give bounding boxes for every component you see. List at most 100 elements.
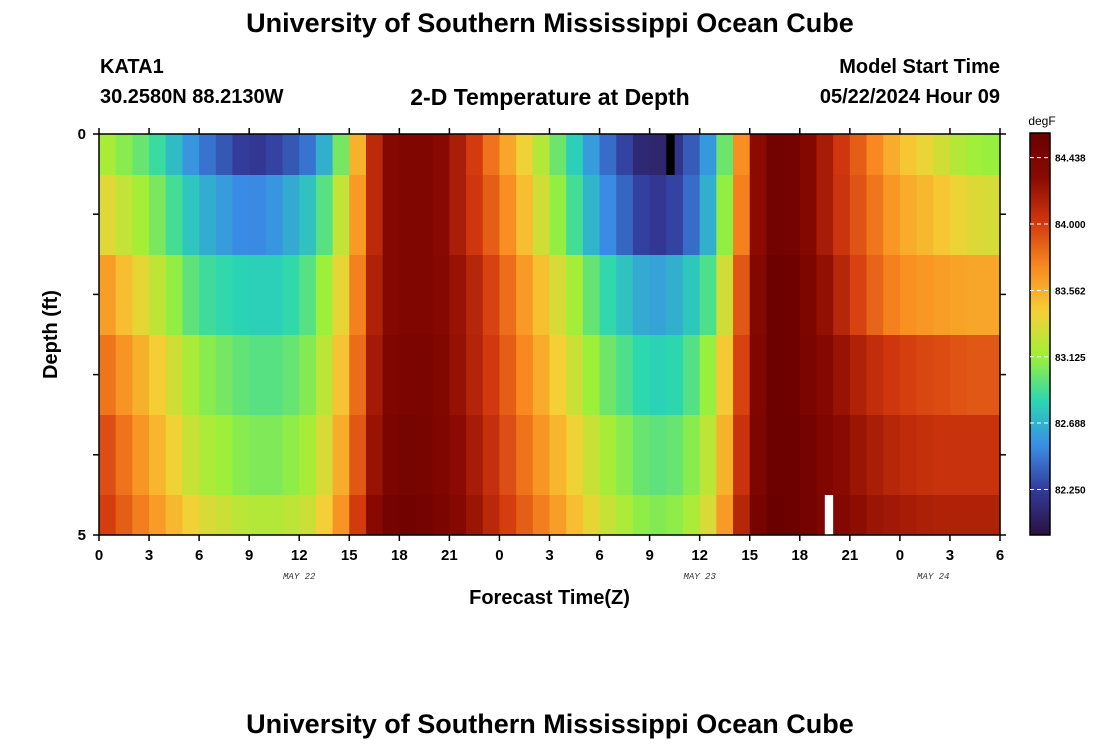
- heatmap-cell: [282, 175, 300, 255]
- missing-data-marks: [666, 134, 834, 535]
- x-tick-label: 0: [896, 547, 904, 564]
- heatmap-cell: [916, 495, 934, 535]
- heatmap-cell: [382, 134, 400, 175]
- heatmap-cell: [983, 134, 1001, 175]
- heatmap-cell: [215, 415, 234, 495]
- heatmap-cell: [265, 415, 284, 495]
- heatmap-cell: [99, 175, 117, 255]
- heatmap-cell: [632, 415, 651, 495]
- heatmap-cell: [482, 495, 501, 535]
- colorbar-gradient: [1029, 132, 1051, 536]
- heatmap-cell: [315, 495, 334, 535]
- heatmap-cell: [332, 495, 350, 535]
- heatmap-cell: [649, 415, 667, 495]
- heatmap-cell: [382, 175, 400, 255]
- heatmap-cell: [566, 175, 584, 255]
- heatmap-cell: [265, 335, 284, 415]
- heatmap-cell: [299, 134, 317, 175]
- heatmap-cell: [549, 415, 567, 495]
- heatmap-cell: [699, 175, 717, 255]
- heatmap-cell: [199, 495, 217, 535]
- heatmap-cell: [966, 335, 984, 415]
- heatmap-cell: [799, 495, 818, 535]
- heatmap-cell: [382, 415, 400, 495]
- heatmap-cell: [115, 175, 133, 255]
- heatmap-cell: [966, 134, 984, 175]
- heatmap-cell: [983, 255, 1001, 335]
- heatmap-cell: [699, 415, 717, 495]
- heatmap-cell: [883, 495, 901, 535]
- colorbar-ticks: 84.438 84.000 83.562 83.125 82.688 82.250: [1030, 154, 1086, 496]
- x-tick-label: 21: [841, 547, 858, 564]
- heatmap-cell: [349, 415, 367, 495]
- heatmap-cell: [332, 335, 350, 415]
- heatmap-cell: [299, 495, 317, 535]
- x-tick-label: 18: [791, 547, 808, 564]
- heatmap-cell: [265, 255, 284, 335]
- heatmap-cell: [933, 255, 951, 335]
- x-axis-label: Forecast Time(Z): [469, 587, 630, 609]
- heatmap-cell: [983, 335, 1001, 415]
- heatmap-cell: [516, 415, 534, 495]
- heatmap-cell: [916, 415, 934, 495]
- heatmap-cell: [332, 175, 350, 255]
- heatmap-cell: [983, 495, 1001, 535]
- heatmap-cell: [833, 415, 851, 495]
- model-start-label: Model Start Time: [839, 56, 1000, 78]
- heatmap-cell: [466, 495, 484, 535]
- x-tick-label: 6: [195, 547, 203, 564]
- heatmap-cell: [949, 175, 968, 255]
- heatmap-cell: [582, 415, 601, 495]
- heatmap-cell: [699, 134, 717, 175]
- heatmap-cell: [115, 134, 133, 175]
- heatmap-cell: [265, 495, 284, 535]
- heatmap-cell: [866, 335, 884, 415]
- heatmap-cell: [916, 175, 934, 255]
- heatmap-cell: [916, 255, 934, 335]
- heatmap-cell: [499, 255, 517, 335]
- date-label: MAY 24: [917, 572, 949, 582]
- heatmap-cell: [582, 255, 601, 335]
- heatmap-cell: [416, 134, 434, 175]
- heatmap-cell: [399, 255, 417, 335]
- x-tick-label: 9: [645, 547, 653, 564]
- heatmap-cell: [432, 175, 450, 255]
- heatmap-cell: [449, 255, 467, 335]
- heatmap-cell: [332, 255, 350, 335]
- heatmap-cell: [382, 495, 400, 535]
- heatmap-cell: [733, 255, 751, 335]
- heatmap-cell: [599, 335, 617, 415]
- heatmap-cell: [699, 335, 717, 415]
- heatmap-cell: [416, 255, 434, 335]
- heatmap-cell: [866, 134, 884, 175]
- heatmap-cell: [833, 175, 851, 255]
- heatmap-cell: [215, 495, 234, 535]
- heatmap-cell: [866, 495, 884, 535]
- heatmap-cell: [816, 175, 834, 255]
- heatmap-cell: [149, 255, 167, 335]
- x-tick-label: 9: [245, 547, 253, 564]
- heatmap-cell: [799, 415, 818, 495]
- heatmap-cell: [349, 335, 367, 415]
- heatmap-cell: [232, 134, 250, 175]
- heatmap-cell: [733, 175, 751, 255]
- heatmap-cell: [883, 255, 901, 335]
- heatmap-cell: [783, 134, 801, 175]
- heatmap-cell: [149, 415, 167, 495]
- heatmap-cell: [566, 415, 584, 495]
- heatmap-cell: [566, 255, 584, 335]
- heatmap-cell: [833, 335, 851, 415]
- heatmap-cell: [799, 335, 818, 415]
- heatmap-cell: [466, 134, 484, 175]
- heatmap-cell: [432, 134, 450, 175]
- heatmap-cell: [783, 415, 801, 495]
- heatmap-cell: [899, 335, 918, 415]
- heatmap-cell: [933, 134, 951, 175]
- heatmap-cell: [399, 335, 417, 415]
- heatmap-cell: [549, 175, 567, 255]
- heatmap-cell: [949, 335, 968, 415]
- x-tick-label: 15: [341, 547, 358, 564]
- heatmap-cell: [115, 335, 133, 415]
- heatmap-cell: [766, 415, 784, 495]
- heatmap-cell: [966, 175, 984, 255]
